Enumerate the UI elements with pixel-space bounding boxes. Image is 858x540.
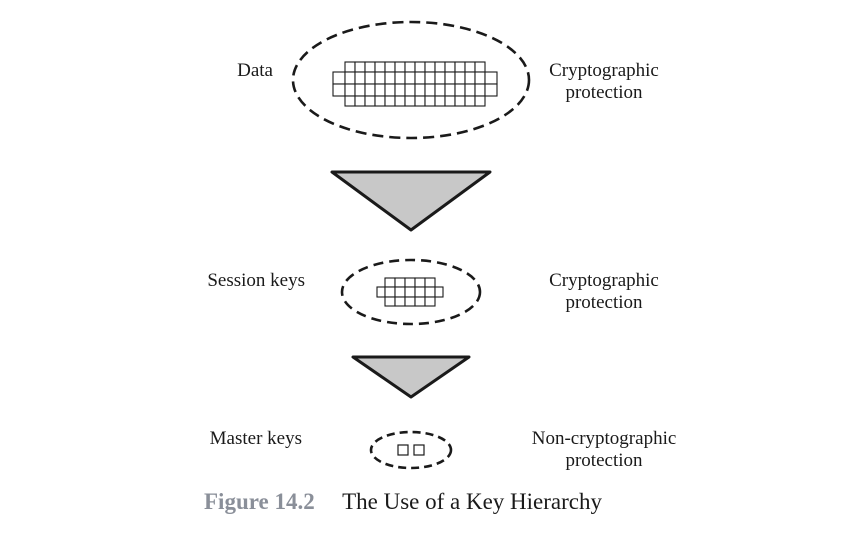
master-keys-label: Master keys [209, 428, 302, 449]
master-keys-ellipse [369, 430, 453, 470]
session-keys-protection-label: Cryptographic protection [544, 270, 664, 314]
data-blocks-icon [332, 61, 498, 107]
session-keys-protection-line-1: Cryptographic [549, 270, 659, 291]
small-down-triangle [351, 355, 471, 399]
session-keys-protection-line-2: protection [565, 292, 643, 313]
figure-number: Figure 14.2 [204, 489, 315, 514]
master-keys-blocks-icon [397, 444, 425, 456]
large-down-triangle [330, 170, 492, 232]
master-keys-protection-line-2: protection [565, 450, 643, 471]
master-keys-protection-line-1: Non-cryptographic [531, 428, 677, 449]
master-keys-protection-label: Non-cryptographic protection [524, 428, 684, 472]
session-keys-blocks-icon [376, 277, 444, 307]
data-label: Data [237, 60, 273, 81]
data-protection-line-1: Cryptographic [549, 60, 659, 81]
data-protection-label: Cryptographic protection [544, 60, 664, 104]
data-protection-line-2: protection [565, 82, 643, 103]
data-ellipse [291, 20, 531, 140]
figure-title: The Use of a Key Hierarchy [342, 489, 602, 514]
figure-caption: Figure 14.2 The Use of a Key Hierarchy [204, 488, 602, 516]
session-keys-label: Session keys [207, 270, 305, 291]
session-keys-ellipse [340, 258, 482, 326]
